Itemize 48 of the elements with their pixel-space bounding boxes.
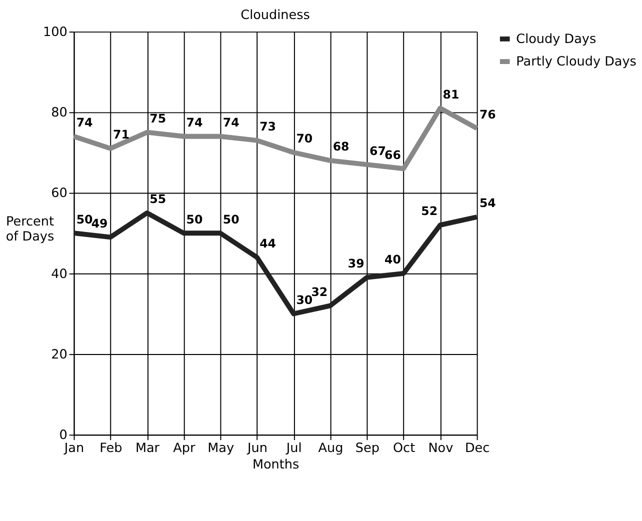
y-tick-label: 20 [51, 347, 68, 362]
x-tick-label: Jul [285, 440, 302, 456]
legend-label: Partly Cloudy Days [516, 54, 637, 70]
line-series [71, 106, 480, 172]
data-label: 50 [222, 212, 240, 226]
x-tick-label: Oct [392, 440, 416, 456]
x-tick-label: Jan [63, 440, 84, 456]
data-label: 54 [479, 196, 496, 210]
data-label: 40 [384, 252, 401, 267]
data-label: 67 [370, 144, 386, 158]
x-tick-label: Dec [464, 440, 490, 456]
y-tick-label: 80 [51, 106, 68, 121]
data-label: 74 [222, 116, 240, 130]
data-label: 70 [296, 132, 313, 146]
x-tick-label: Jun [246, 440, 268, 456]
data-label: 66 [384, 148, 401, 162]
x-tick-label: May [208, 440, 234, 456]
data-label: 73 [260, 120, 276, 134]
data-label: 49 [91, 216, 108, 230]
data-label: 71 [112, 128, 130, 142]
chart-title: Cloudiness [240, 8, 310, 23]
data-label: 52 [421, 204, 438, 218]
x-tick-label: Feb [100, 440, 122, 456]
data-label: 75 [150, 112, 166, 126]
y-tick-label: 0 [59, 428, 68, 444]
data-label: 68 [332, 140, 350, 154]
data-label: 50 [76, 212, 93, 226]
x-tick-label: Sep [355, 440, 380, 456]
x-tick-label: Mar [135, 440, 160, 456]
data-label: 39 [348, 256, 364, 271]
data-label: 50 [186, 212, 203, 226]
data-label: 81 [442, 87, 460, 102]
x-tick-label: Aug [318, 440, 344, 456]
y-tick-label: 40 [51, 266, 68, 282]
data-label: 76 [479, 107, 496, 122]
data-label: 32 [311, 284, 328, 299]
data-label: 74 [186, 116, 203, 130]
legend-label: Cloudy Days [516, 32, 596, 47]
data-label: 74 [76, 116, 93, 130]
y-axis-title: Percent of Days [6, 214, 54, 244]
y-tick-label: 100 [42, 24, 68, 40]
x-axis-title: Months [252, 458, 300, 473]
y-tick-label: 60 [51, 186, 68, 202]
x-tick-label: Nov [428, 440, 454, 456]
data-label: 44 [260, 236, 276, 250]
data-label: 30 [296, 292, 313, 307]
x-tick-label: Apr [173, 440, 196, 456]
data-label: 55 [150, 192, 166, 206]
